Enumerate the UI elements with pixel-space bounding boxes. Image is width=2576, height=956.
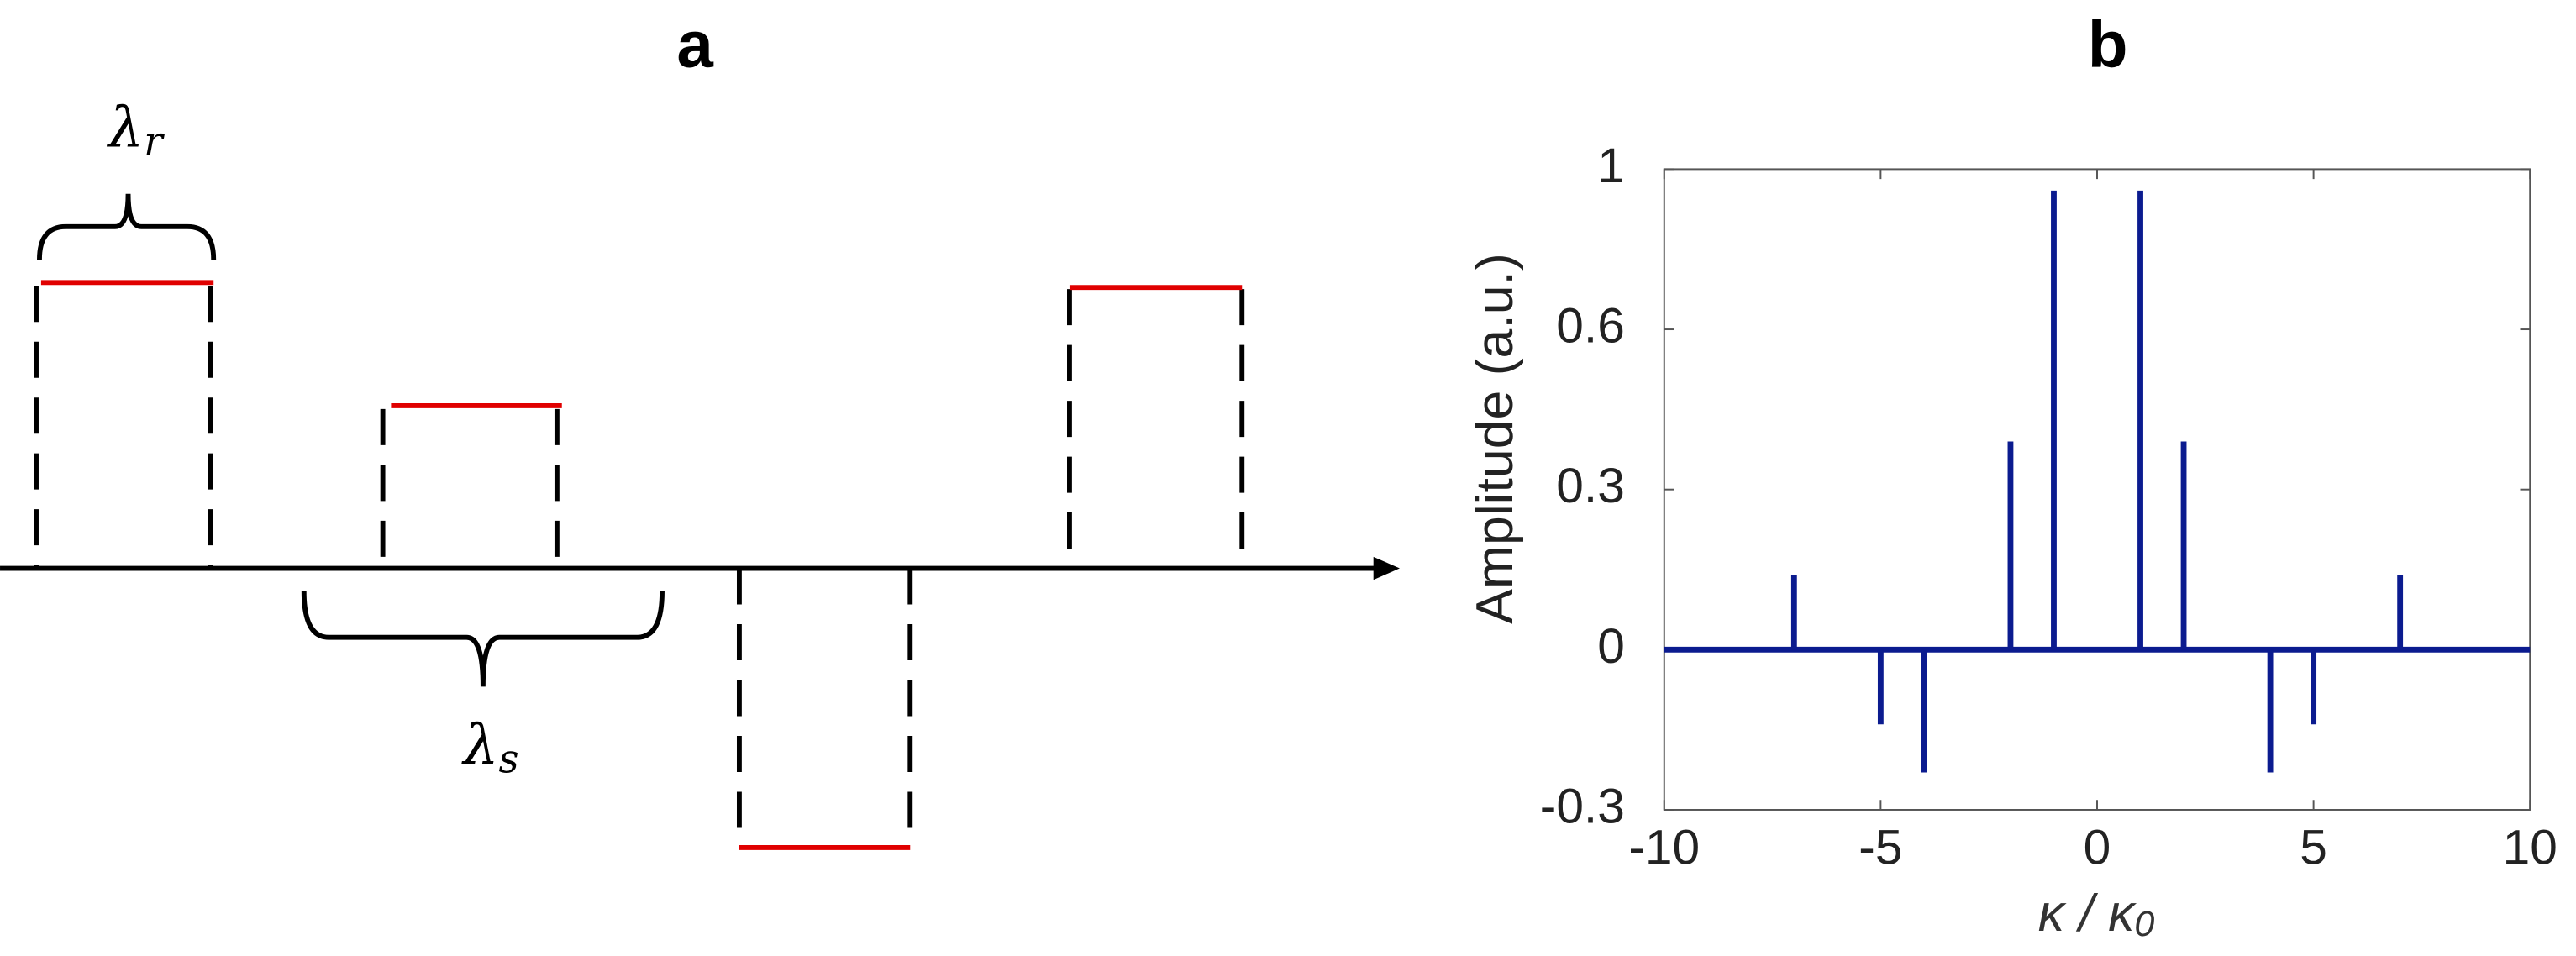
panel-label: a: [676, 7, 713, 81]
x-tick-label: 0: [2084, 820, 2111, 875]
pulses: [40, 280, 1243, 850]
brace-r: [37, 193, 217, 260]
y-tick-label: -0.3: [1540, 779, 1625, 833]
y-tick-label: 0: [1597, 619, 1625, 674]
y-tick-label: 0.3: [1556, 459, 1625, 513]
x-tick-label: 5: [2300, 820, 2327, 875]
lambda-s: λs: [460, 712, 518, 782]
lambda-r: λr: [106, 94, 165, 165]
x-axis-label: κ / κ0: [2038, 884, 2155, 945]
x-label-subscript: 0: [2134, 904, 2154, 944]
subscript: r: [144, 118, 165, 165]
panel-b: b κ / κ0 Amplitude (a.u.) -0.300.30.61-1…: [1465, 7, 2558, 944]
symbol: λ: [106, 94, 144, 160]
x-tick-label: -10: [1628, 820, 1700, 875]
x-tick-label: 10: [2503, 820, 2558, 875]
symbol: λ: [460, 712, 498, 777]
y-axis-label: Amplitude (a.u.): [1465, 253, 1524, 624]
chart-title: b: [2088, 7, 2128, 81]
y-tick-label: 0.6: [1556, 299, 1625, 354]
panel-a: a λr λs: [0, 7, 1400, 850]
x-tick-label: -5: [1858, 820, 1902, 875]
subscript: s: [499, 736, 519, 782]
plot-frame: [1663, 168, 2531, 811]
y-tick-label: 1: [1597, 139, 1625, 193]
brace-s: [301, 591, 665, 687]
dashed-lines: [34, 286, 1245, 848]
arrow-head: [1373, 556, 1400, 580]
x-label-text: κ / κ: [2038, 884, 2137, 943]
